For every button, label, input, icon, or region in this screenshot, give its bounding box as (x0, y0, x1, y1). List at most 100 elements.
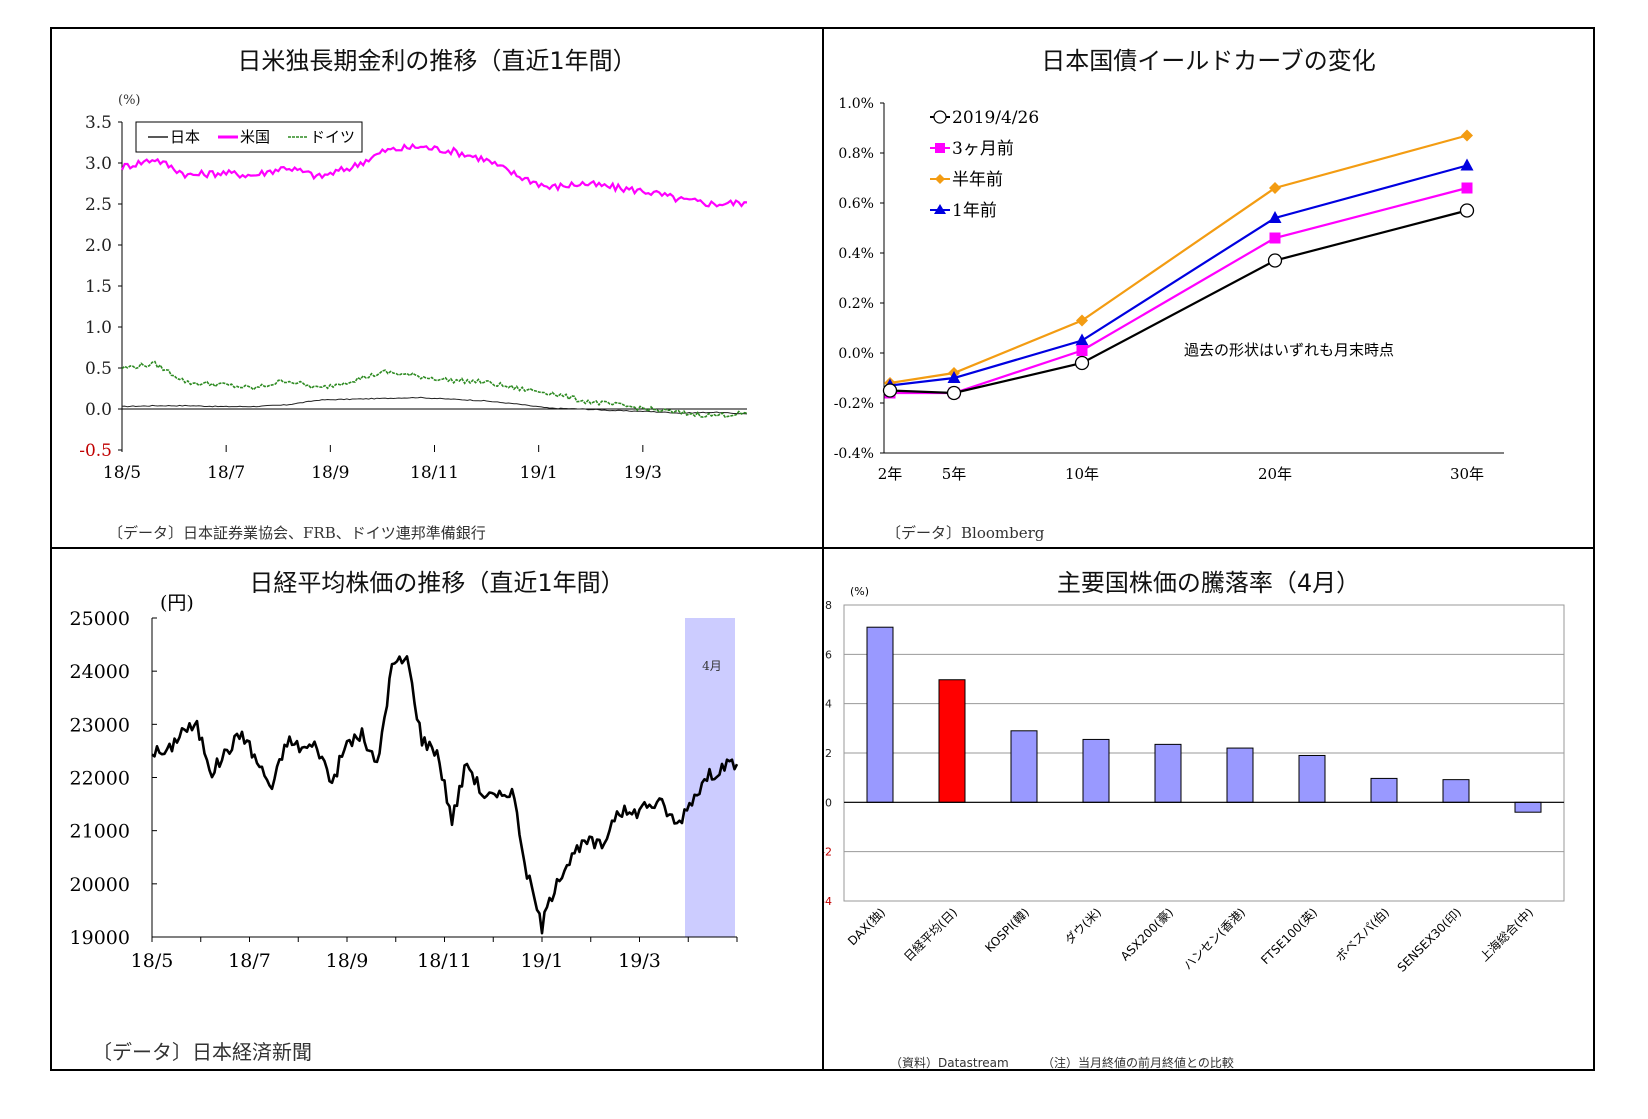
x-tick-label: 18/5 (103, 463, 141, 483)
x-tick-label: 30年 (1450, 465, 1484, 483)
x-tick-label: 19/1 (520, 463, 558, 483)
panel-stocks: 主要国株価の騰落率（4月） 8 6 4 2 0 -2 -4 (%) DAX(独) 日経平均(日) K… (824, 549, 1593, 1070)
marker-triangle (1075, 333, 1089, 346)
panel-stocks-title: 主要国株価の騰落率（4月） (1056, 569, 1361, 597)
x-tick-label: 18/9 (326, 950, 369, 972)
marker-triangle (947, 371, 961, 383)
y-tick-label: 1.0% (838, 96, 874, 112)
x-tick-label: 18/7 (228, 950, 271, 972)
y-tick-label: 3.0 (85, 154, 112, 174)
marker-circle (1267, 253, 1283, 268)
legend-label: 日本 (170, 128, 200, 146)
y-tick-label: 0.0 (85, 400, 112, 420)
x-tick-label: 19/3 (618, 950, 661, 972)
y-tick-label: 0 (825, 796, 832, 809)
stocks-chart: 8 6 4 2 0 -2 -4 (%) DAX(独) 日経平均(日) KOSPI(韓) ダウ(米) AS… (824, 585, 1565, 975)
x-tick-label: SENSEX30(印) (1395, 905, 1464, 974)
y-tick-label: -0.4% (834, 446, 874, 462)
legend-label: 半年前 (952, 170, 1003, 190)
bar (1370, 777, 1398, 803)
x-tick-label: DAX(独) (845, 905, 888, 948)
x-tick-label: 上海総合(中) (1476, 905, 1536, 965)
series-line-2 (120, 142, 748, 208)
panel-stocks-source: （資料）Datastream (890, 1056, 1009, 1070)
marker-diamond (1269, 182, 1281, 194)
x-tick-label: ダウ(米) (1061, 905, 1104, 948)
y-unit-label: (%) (118, 93, 141, 108)
y-tick-label: -0.5 (79, 441, 112, 461)
y-tick-label: 6 (825, 648, 832, 661)
y-tick-label: 19000 (70, 927, 130, 949)
x-tick-label: 10年 (1065, 465, 1099, 483)
x-tick-label: 日経平均(日) (901, 905, 960, 964)
panel-nikkei: 日経平均株価の推移（直近1年間） 4月 (円) 25000 24000 23000 220… (52, 549, 822, 1069)
y-tick-label: -4 (824, 895, 832, 908)
legend-box (135, 121, 363, 153)
marker-triangle (1268, 211, 1282, 223)
nikkei-chart: 4月 (円) 25000 24000 23000 22000 21000 20000 19000… (70, 592, 739, 972)
bar (1082, 738, 1110, 803)
y-tick-label: 0.5 (85, 359, 112, 379)
y-unit-label: (%) (850, 585, 869, 598)
x-tick-label: 20年 (1258, 465, 1292, 483)
series-line-1 (121, 396, 748, 415)
x-tick-label: ボベスパ(伯) (1332, 905, 1392, 965)
marker-square (1076, 345, 1088, 356)
x-tick-label: 18/9 (311, 463, 349, 483)
x-tick-label: FTSE100(英) (1258, 905, 1320, 967)
panel-yields: 日米独長期金利の推移（直近1年間） (%) 3.5 3.0 2.5 2.0 1.5 1.0 0… (52, 29, 822, 547)
curve-annotation: 過去の形状はいずれも月末時点 (1184, 341, 1394, 359)
vertical-divider (822, 27, 824, 1071)
x-tick-label: ハンセン(香港) (1181, 905, 1248, 972)
marker-circle (882, 383, 898, 398)
x-tick-label: 18/11 (410, 463, 459, 483)
panel-curve-source: 〔データ〕Bloomberg (886, 524, 1045, 542)
series-line-3 (121, 360, 748, 419)
bar (1442, 779, 1470, 803)
marker-triangle (1460, 158, 1474, 171)
legend-marker (933, 110, 947, 124)
bar (866, 626, 894, 803)
legend-marker (935, 174, 945, 184)
y-tick-label: 3.5 (85, 113, 112, 133)
x-tick-label: 18/5 (131, 950, 174, 972)
y-tick-label: -0.2% (834, 396, 874, 412)
marker-diamond (1076, 314, 1088, 327)
legend-label: 2019/4/26 (952, 108, 1039, 128)
x-tick-label: ASX200(豪) (1117, 905, 1176, 964)
panel-stocks-note: （注）当月終値の前月終値との比較 (1042, 1056, 1234, 1070)
y-tick-label: 23000 (70, 714, 130, 736)
april-label: 4月 (702, 659, 722, 673)
y-tick-label: 0.4% (838, 246, 874, 262)
legend-label: 1年前 (952, 201, 997, 221)
y-tick-label: 1.5 (85, 277, 112, 297)
legend-label: 米国 (240, 128, 270, 146)
x-tick-label: 5年 (942, 465, 967, 483)
bar (1298, 754, 1326, 803)
legend-label: 3ヶ月前 (952, 139, 1014, 159)
bar (938, 679, 966, 803)
x-tick-label: 18/11 (417, 950, 472, 972)
y-tick-label: 2.0 (85, 236, 112, 256)
y-tick-label: 1.0 (85, 318, 112, 338)
y-unit-label: (円) (160, 592, 194, 614)
panel-nikkei-source: 〔データ〕日本経済新聞 (92, 1040, 312, 1064)
bar (1010, 730, 1038, 803)
y-tick-label: 2.5 (85, 195, 112, 215)
x-tick-label: 19/1 (521, 950, 564, 972)
y-tick-label: 0.8% (838, 146, 874, 162)
y-tick-label: 2 (825, 747, 832, 760)
bar (1226, 747, 1254, 803)
y-tick-label: 0.2% (838, 296, 874, 312)
y-tick-label: 0.0% (838, 346, 874, 362)
april-highlight (685, 618, 735, 937)
y-tick-label: 4 (825, 698, 832, 711)
legend-label: ドイツ (310, 128, 355, 146)
marker-diamond (1461, 129, 1473, 142)
panel-nikkei-title: 日経平均株価の推移（直近1年間） (249, 569, 625, 597)
marker-square (1461, 182, 1473, 194)
x-tick-label: 18/7 (207, 463, 245, 483)
bar (1154, 743, 1182, 803)
panel-curve: 日本国債イールドカーブの変化 1.0% 0.8% 0.6% 0.4% 0.2% 0.0% -… (824, 29, 1593, 547)
y-tick-label: 24000 (70, 661, 130, 683)
